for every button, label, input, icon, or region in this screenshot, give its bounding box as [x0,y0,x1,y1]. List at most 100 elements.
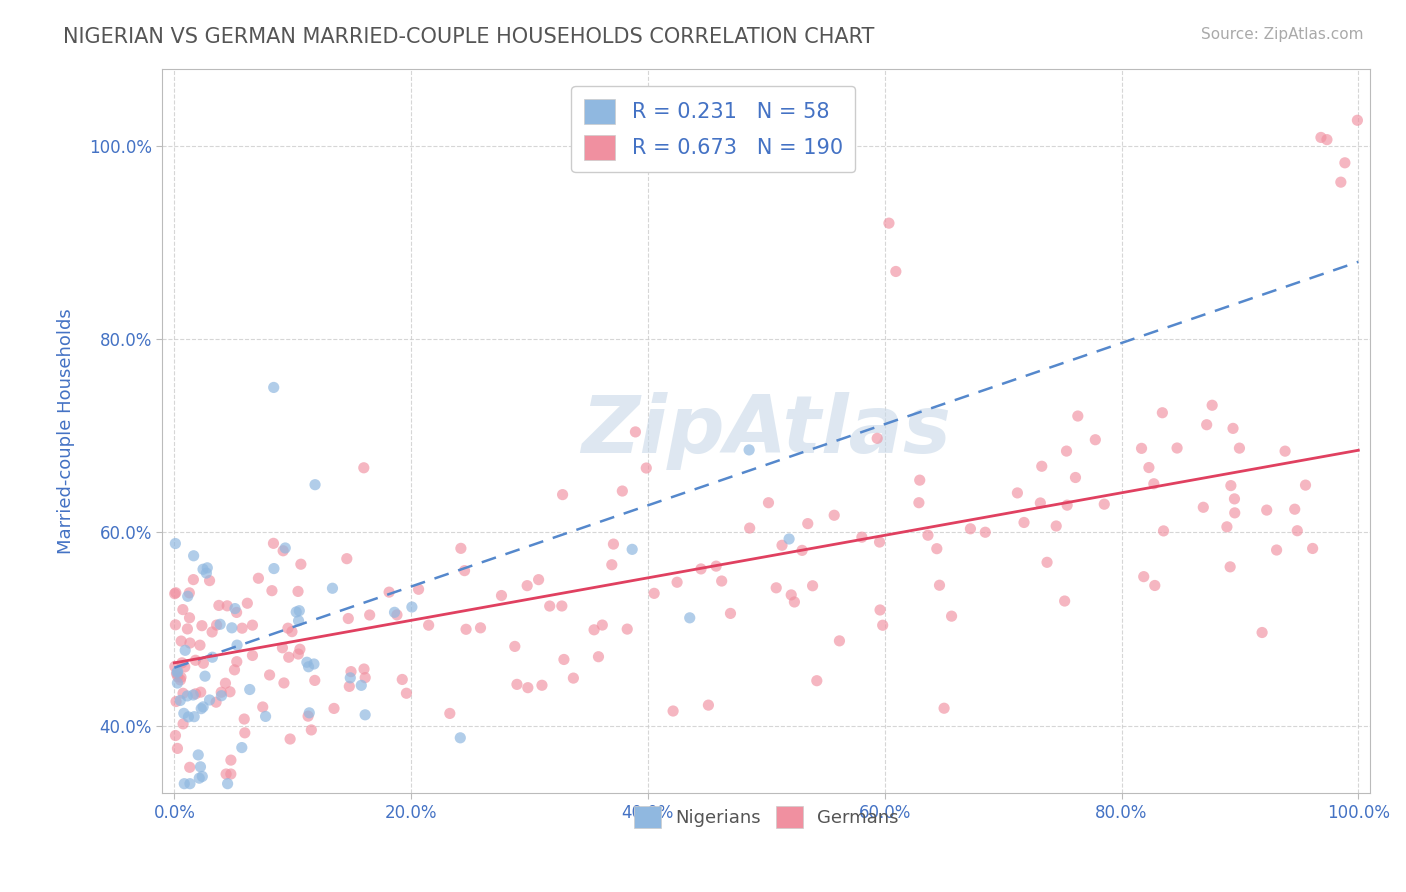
Point [337,611,360,625]
Point [231,621,253,635]
Point [165,729,187,743]
Point [1346,113,1368,128]
Point [254,709,277,723]
Point [538,599,561,613]
Point [247,571,270,585]
Point [418,618,440,632]
Point [453,564,475,578]
Point [872,618,894,632]
Point [354,671,377,685]
Point [163,587,186,601]
Point [278,731,301,746]
Point [205,618,228,632]
Point [262,536,284,550]
Point [205,695,228,709]
Point [260,583,283,598]
Point [290,558,312,572]
Point [1012,516,1035,530]
Point [1195,417,1218,432]
Point [295,655,318,669]
Point [287,584,309,599]
Point [1092,497,1115,511]
Point [221,621,243,635]
Point [801,579,824,593]
Point [225,655,247,669]
Point [304,673,326,688]
Point [170,656,193,670]
Point [176,622,198,636]
Point [287,647,309,661]
Point [179,586,201,600]
Point [215,767,238,781]
Point [1286,524,1309,538]
Point [1143,578,1166,592]
Point [165,586,187,600]
Point [173,777,195,791]
Point [242,648,264,663]
Point [263,380,285,394]
Point [925,541,948,556]
Point [191,699,214,714]
Point [217,777,239,791]
Point [1007,486,1029,500]
Point [239,682,262,697]
Point [285,605,308,619]
Point [163,659,186,673]
Point [350,678,373,692]
Point [1166,441,1188,455]
Point [1223,506,1246,520]
Point [236,596,259,610]
Point [1067,409,1090,423]
Point [1064,470,1087,484]
Point [184,653,207,667]
Point [765,581,787,595]
Point [209,617,232,632]
Point [169,673,191,687]
Point [271,543,294,558]
Point [219,767,242,781]
Point [378,585,401,599]
Point [277,621,299,635]
Point [758,496,780,510]
Point [516,579,538,593]
Point [304,477,326,491]
Point [1229,441,1251,455]
Point [201,650,224,665]
Point [242,618,264,632]
Point [621,542,644,557]
Point [1310,130,1333,145]
Point [225,606,247,620]
Point [527,573,550,587]
Point [195,561,218,575]
Point [224,663,246,677]
Point [1219,559,1241,574]
Point [780,588,803,602]
Point [219,685,242,699]
Point [277,650,299,665]
Point [1302,541,1324,556]
Point [219,753,242,767]
Point [195,566,218,580]
Point [385,607,408,622]
Point [1153,524,1175,538]
Point [662,704,685,718]
Point [917,528,939,542]
Point [770,538,793,552]
Point [1334,156,1357,170]
Point [790,543,813,558]
Point [1330,175,1353,189]
Point [704,559,727,574]
Legend: Nigerians, Germans: Nigerians, Germans [627,798,905,835]
Point [297,709,319,723]
Point [336,551,359,566]
Point [172,686,194,700]
Point [679,611,702,625]
Point [172,602,194,616]
Point [209,685,232,699]
Point [198,574,221,588]
Point [1045,519,1067,533]
Point [173,660,195,674]
Point [828,633,851,648]
Point [166,665,188,680]
Point [184,687,207,701]
